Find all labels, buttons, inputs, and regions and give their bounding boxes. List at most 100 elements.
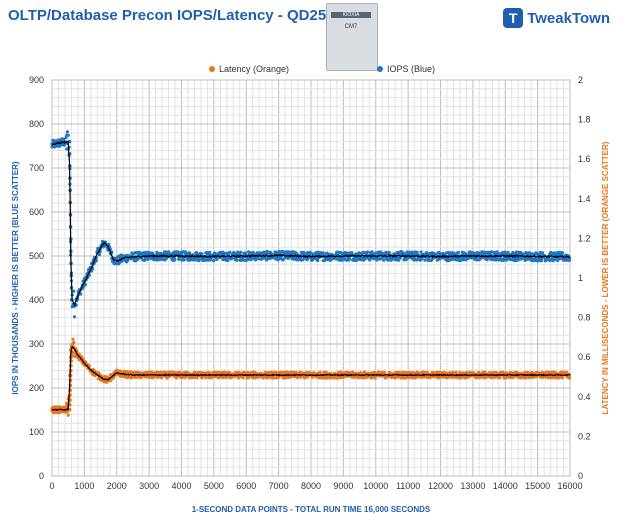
iops-point bbox=[335, 250, 339, 254]
legend-marker bbox=[209, 66, 215, 72]
iops-point bbox=[567, 258, 572, 262]
iops-point bbox=[201, 258, 205, 263]
y-right-tick-label: 0.4 bbox=[578, 392, 591, 402]
latency-trend-line bbox=[51, 346, 571, 411]
y-left-tick-label: 500 bbox=[29, 251, 44, 261]
iops-point bbox=[208, 258, 213, 262]
iops-point bbox=[309, 251, 313, 255]
iops-point bbox=[212, 259, 216, 263]
x-tick-label: 3000 bbox=[139, 481, 159, 491]
x-tick-label: 13000 bbox=[460, 481, 485, 491]
iops-point bbox=[66, 133, 70, 137]
latency-point bbox=[72, 340, 76, 345]
y-right-tick-label: 0.8 bbox=[578, 313, 591, 323]
iops-point bbox=[83, 283, 87, 287]
iops-point bbox=[151, 252, 155, 256]
iops-point bbox=[182, 258, 186, 262]
iops-point bbox=[213, 251, 217, 255]
latency-point bbox=[71, 337, 75, 341]
y-left-tick-label: 0 bbox=[39, 471, 44, 481]
iops-point bbox=[415, 250, 419, 254]
latency-point bbox=[465, 370, 469, 374]
iops-point bbox=[79, 292, 83, 296]
y-right-tick-label: 1 bbox=[578, 273, 583, 283]
iops-point bbox=[387, 250, 391, 254]
iops-point bbox=[321, 251, 325, 255]
latency-point bbox=[318, 370, 322, 374]
iops-point bbox=[251, 250, 255, 254]
y-right-tick-label: 2 bbox=[578, 75, 583, 85]
latency-point bbox=[567, 376, 572, 380]
y-right-tick-label: 0.2 bbox=[578, 431, 591, 441]
x-tick-label: 7000 bbox=[269, 481, 289, 491]
legend: Latency (Orange) IOPS (Blue) bbox=[209, 64, 435, 74]
x-tick-label: 11000 bbox=[396, 481, 420, 491]
y-right-tick-label: 0 bbox=[578, 471, 583, 481]
iops-point bbox=[72, 289, 76, 293]
iops-point bbox=[419, 250, 423, 254]
site-logo: T TweakTown bbox=[503, 8, 610, 28]
iops-point bbox=[316, 258, 320, 263]
iops-point bbox=[506, 250, 510, 254]
x-tick-label: 12000 bbox=[428, 481, 453, 491]
latency-point bbox=[151, 376, 155, 380]
latency-point bbox=[477, 370, 481, 374]
x-tick-label: 1000 bbox=[74, 481, 94, 491]
latency-point bbox=[495, 371, 499, 375]
latency-point bbox=[195, 375, 199, 379]
iops-point bbox=[424, 251, 429, 255]
y-left-tick-label: 200 bbox=[29, 383, 44, 393]
latency-point bbox=[498, 376, 502, 380]
grid-lines bbox=[51, 79, 571, 477]
latency-point bbox=[147, 370, 151, 374]
latency-point bbox=[221, 375, 225, 380]
iops-point bbox=[447, 258, 451, 263]
iops-point bbox=[456, 250, 460, 255]
y-left-tick-label: 100 bbox=[29, 427, 44, 437]
x-tick-label: 0 bbox=[49, 481, 54, 491]
latency-point bbox=[207, 371, 211, 375]
iops-point bbox=[302, 252, 307, 256]
iops-point bbox=[228, 250, 232, 254]
y-left-tick-label: 700 bbox=[29, 163, 44, 173]
latency-point bbox=[560, 376, 565, 380]
x-tick-label: 5000 bbox=[204, 481, 224, 491]
iops-point bbox=[355, 258, 359, 262]
y-right-tick-label: 1.4 bbox=[578, 194, 591, 204]
iops-point bbox=[158, 257, 162, 261]
iops-point bbox=[276, 258, 280, 262]
latency-point bbox=[65, 401, 69, 405]
latency-point bbox=[324, 370, 328, 375]
iops-point bbox=[420, 257, 424, 261]
latency-point bbox=[174, 376, 178, 380]
latency-point bbox=[288, 375, 293, 379]
legend-marker bbox=[377, 66, 383, 72]
latency-point bbox=[66, 413, 70, 417]
iops-point bbox=[278, 256, 282, 261]
iops-point bbox=[386, 257, 390, 261]
iops-point bbox=[173, 257, 177, 262]
latency-point bbox=[65, 410, 70, 414]
iops-point bbox=[65, 130, 70, 134]
x-tick-label: 6000 bbox=[236, 481, 256, 491]
y-left-tick-label: 400 bbox=[29, 295, 44, 305]
iops-point bbox=[200, 252, 204, 256]
latency-point bbox=[272, 376, 276, 380]
latency-point bbox=[483, 370, 487, 374]
iops-point bbox=[94, 259, 98, 263]
iops-point bbox=[343, 250, 347, 255]
iops-point bbox=[72, 315, 77, 319]
latency-point bbox=[383, 370, 387, 375]
legend-label: Latency (Orange) bbox=[219, 64, 289, 74]
chart-title: OLTP/Database Precon IOPS/Latency - QD25… bbox=[8, 7, 335, 24]
iops-point bbox=[382, 258, 386, 262]
iops-point bbox=[64, 136, 68, 140]
y-left-tick-label: 900 bbox=[29, 75, 44, 85]
y-right-axis-title: LATENCY IN MILLISECONDS - LOWER IS BETTE… bbox=[601, 141, 610, 414]
iops-point bbox=[480, 250, 484, 254]
iops-point bbox=[515, 250, 519, 254]
iops-point bbox=[306, 257, 310, 261]
x-tick-label: 8000 bbox=[301, 481, 321, 491]
iops-point bbox=[239, 250, 243, 254]
